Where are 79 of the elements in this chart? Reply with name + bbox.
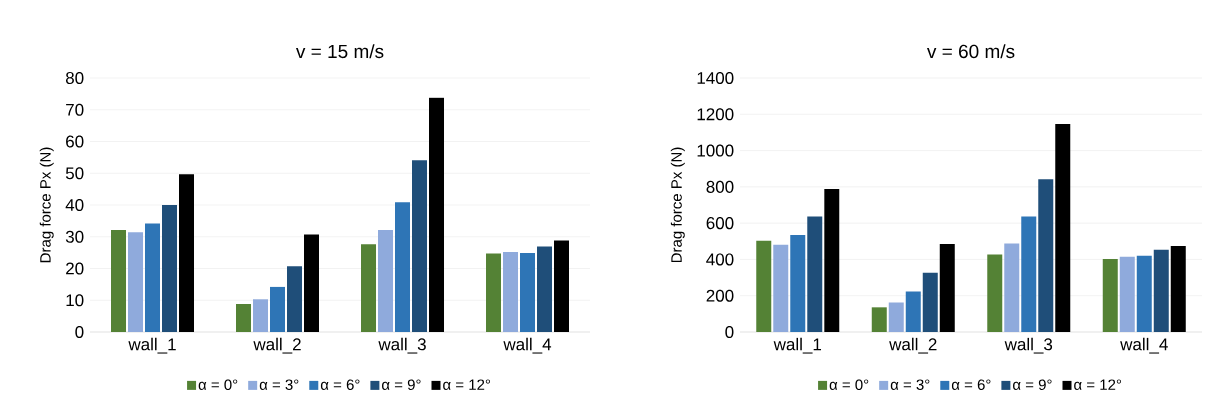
bar: [1055, 123, 1071, 332]
y-tick-label: 70: [66, 103, 84, 116]
legend-label: α = 12°: [1074, 379, 1122, 390]
x-tick-label: wall_4: [1120, 337, 1168, 354]
bar: [270, 286, 286, 332]
bar: [520, 252, 536, 332]
bar: [304, 234, 320, 332]
bar: [807, 216, 823, 332]
x-tick-label: wall_3: [1004, 337, 1053, 354]
y-tick-label: 20: [66, 262, 84, 275]
bar: [111, 230, 127, 332]
legend-label: α = 0°: [829, 379, 869, 390]
bar: [145, 223, 160, 332]
y-tick-label: 600: [706, 217, 734, 230]
chart-title: v = 60 m/s: [926, 44, 1015, 59]
bar: [1170, 246, 1186, 332]
bar: [1004, 243, 1020, 332]
chart-title: v = 15 m/s: [295, 44, 384, 59]
bar: [236, 304, 252, 332]
bar: [179, 174, 195, 332]
bar: [253, 299, 268, 332]
bar: [888, 302, 904, 332]
bar: [987, 254, 1003, 332]
y-tick-label: 800: [706, 180, 734, 193]
bar: [554, 240, 570, 332]
y-tick-label: 30: [65, 230, 84, 243]
y-tick-label: 80: [65, 71, 84, 85]
bar: [824, 189, 840, 332]
legend-label: α = 3°: [890, 379, 930, 390]
x-tick-label: wall_1: [128, 337, 176, 354]
y-tick-label: 60: [66, 135, 84, 148]
x-tick-label: wall_1: [773, 337, 822, 354]
bar: [1153, 249, 1169, 332]
y-tick-label: 200: [706, 289, 734, 302]
y-tick-label: 40: [65, 198, 84, 212]
legend-label: α = 3°: [259, 379, 299, 390]
bar: [1021, 216, 1037, 332]
y-axis-title: Drag force Px (N): [670, 147, 685, 263]
y-axis-title: Drag force Px (N): [39, 147, 54, 263]
legend-label: α = 9°: [1013, 379, 1052, 390]
x-tick-label: wall_2: [253, 337, 301, 354]
bar: [773, 244, 789, 332]
bar: [486, 253, 502, 332]
bar: [412, 160, 428, 332]
x-tick-label: wall_4: [503, 337, 552, 354]
legend-label: α = 0°: [198, 379, 238, 390]
y-tick-label: 1000: [697, 144, 734, 157]
legend-label: α = 12°: [443, 379, 491, 390]
bar: [162, 205, 178, 332]
y-tick-label: 0: [75, 325, 84, 339]
bar: [939, 244, 955, 332]
bar: [1038, 179, 1054, 332]
bar: [287, 266, 303, 332]
bar: [537, 246, 553, 332]
bar: [756, 240, 772, 332]
bar: [361, 244, 377, 332]
y-tick-label: 1400: [697, 71, 734, 85]
bar: [429, 97, 445, 332]
bar: [871, 307, 887, 332]
y-tick-label: 50: [65, 167, 84, 180]
bar: [922, 272, 938, 332]
legend-label: α = 6°: [951, 379, 991, 390]
bar: [128, 232, 143, 332]
bar: [395, 202, 411, 332]
bar: [1119, 256, 1135, 332]
bar: [1102, 259, 1118, 332]
y-tick-label: 0: [725, 325, 734, 339]
bar: [1136, 255, 1152, 332]
x-tick-label: wall_3: [378, 337, 426, 354]
bar: [503, 251, 519, 332]
y-tick-label: 1200: [697, 108, 734, 121]
bar: [905, 291, 921, 332]
bar: [790, 234, 806, 332]
x-tick-label: wall_2: [889, 337, 937, 354]
legend-label: α = 9°: [382, 379, 421, 390]
y-tick-label: 10: [66, 294, 84, 307]
bar: [378, 230, 394, 332]
y-tick-label: 400: [706, 253, 734, 266]
legend-label: α = 6°: [320, 379, 360, 390]
